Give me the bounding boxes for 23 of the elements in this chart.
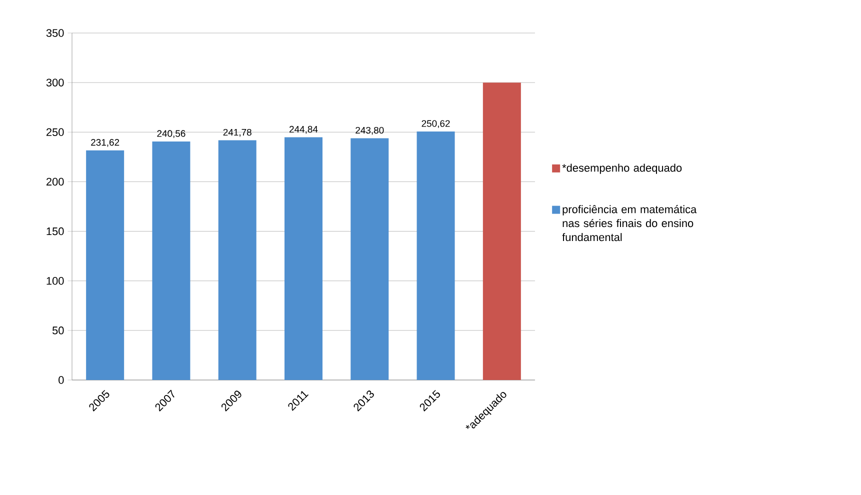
data-label: 244,84 <box>289 126 318 134</box>
y-tick-label: 150 <box>46 227 64 236</box>
bar <box>218 140 256 380</box>
legend-label: *desempenho adequado <box>562 164 682 174</box>
y-tick-label: 250 <box>46 128 64 136</box>
bar <box>152 142 190 380</box>
y-tick-label: 100 <box>46 276 64 285</box>
legend-label: proficiência em matemática nas séries finais do ensino fundamental <box>562 205 697 242</box>
bar <box>350 138 389 380</box>
bar <box>482 82 521 380</box>
bar <box>86 150 124 380</box>
y-tick-label: 0 <box>58 376 64 384</box>
y-tick-label: 350 <box>46 29 64 37</box>
y-tick-label: 200 <box>46 178 64 186</box>
bar <box>284 137 322 380</box>
data-label: 241,78 <box>223 128 252 137</box>
y-tick-label: 50 <box>52 326 64 334</box>
data-label: 231,62 <box>91 139 120 147</box>
y-tick-label: 300 <box>46 78 64 86</box>
data-label: 250,62 <box>422 120 450 128</box>
data-label: 243,80 <box>356 126 384 135</box>
bar <box>416 132 455 380</box>
data-label: 240,56 <box>157 130 186 138</box>
